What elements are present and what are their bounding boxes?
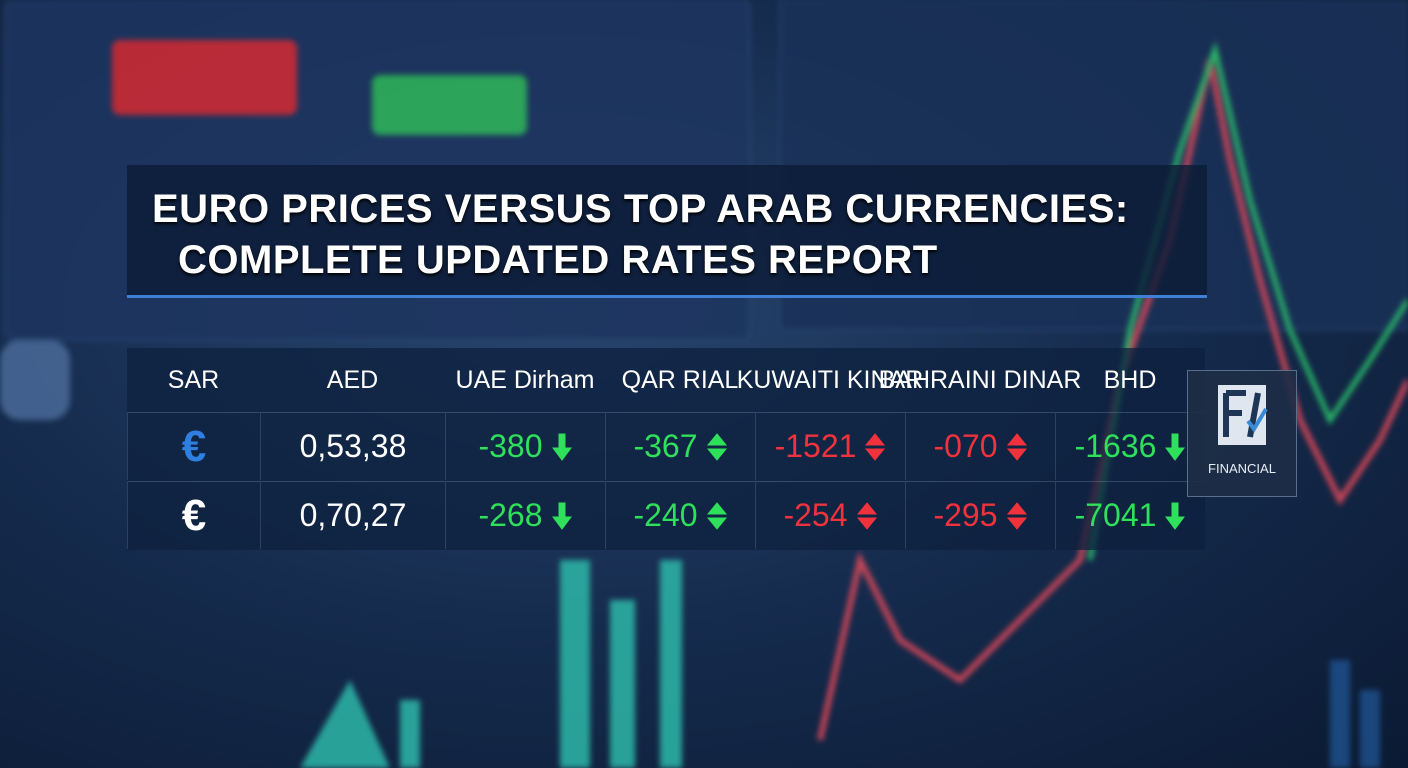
title-line: COMPLETE UPDATED RATES REPORT: [178, 238, 938, 282]
trend-arrow: [856, 501, 877, 530]
rate-cell: 0,70,27: [260, 481, 445, 549]
rate-cell: -1636: [1055, 412, 1205, 480]
rate-cell: €: [127, 481, 260, 549]
rate-cell: -1521: [755, 412, 905, 480]
rate-cell: -367: [605, 412, 755, 480]
rate-value: 0,53,38: [299, 428, 407, 464]
rate-value: -367: [633, 428, 698, 464]
rates-table: SAR AED UAE Dirham QAR RIAL KUWAITI KINAR BAH…: [127, 348, 1205, 550]
trend-arrow: [865, 432, 886, 461]
trend-arrow: [1006, 501, 1027, 530]
rate-cell: -268: [445, 481, 605, 549]
rate-value: -1636: [1074, 428, 1157, 464]
rate-value: -380: [478, 428, 543, 464]
rate-value: -070: [933, 428, 998, 464]
rate-value: -295: [933, 497, 998, 533]
column-header: BAHRAINI DINAR: [878, 365, 1082, 394]
rate-value: €: [181, 490, 207, 540]
column-header: SAR: [167, 365, 220, 394]
trend-arrow: [1006, 432, 1027, 461]
rate-cell: 0,53,38: [260, 412, 445, 480]
rate-value: -7041: [1074, 497, 1157, 533]
rate-cell: -7041: [1055, 481, 1205, 549]
rate-cell: €: [127, 412, 260, 480]
rate-cell: -240: [605, 481, 755, 549]
rate-value: -240: [633, 497, 698, 533]
trend-arrow: [706, 432, 727, 461]
rate-cell: -254: [755, 481, 905, 549]
logo-text: FINANCIAL: [1208, 461, 1276, 476]
rate-value: 0,70,27: [299, 497, 407, 533]
title-line: EURO PRICES VERSUS TOP ARAB CURRENCIES:: [152, 187, 1129, 231]
rate-cell: -295: [905, 481, 1055, 549]
rate-value: €: [181, 421, 207, 471]
trend-arrow: [1165, 502, 1186, 530]
trend-arrow: [1165, 433, 1186, 461]
rate-value: -254: [783, 497, 848, 533]
rate-cell: -380: [445, 412, 605, 480]
logo-mark: [1218, 385, 1268, 445]
rate-value: -1521: [774, 428, 857, 464]
title-box: EURO PRICES VERSUS TOP ARAB CURRENCIES: …: [127, 165, 1207, 298]
trend-arrow: [551, 433, 572, 461]
trend-arrow: [551, 502, 572, 530]
column-header: QAR RIAL: [621, 365, 739, 394]
rate-value: -268: [478, 497, 543, 533]
column-header: BHD: [1103, 365, 1157, 394]
column-header: UAE Dirham: [455, 365, 595, 394]
trend-arrow: [706, 501, 727, 530]
logo: FINANCIAL: [1187, 370, 1297, 497]
rate-cell: -070: [905, 412, 1055, 480]
column-header: KUWAITI KINAR: [736, 365, 924, 394]
column-header: AED: [326, 365, 379, 394]
